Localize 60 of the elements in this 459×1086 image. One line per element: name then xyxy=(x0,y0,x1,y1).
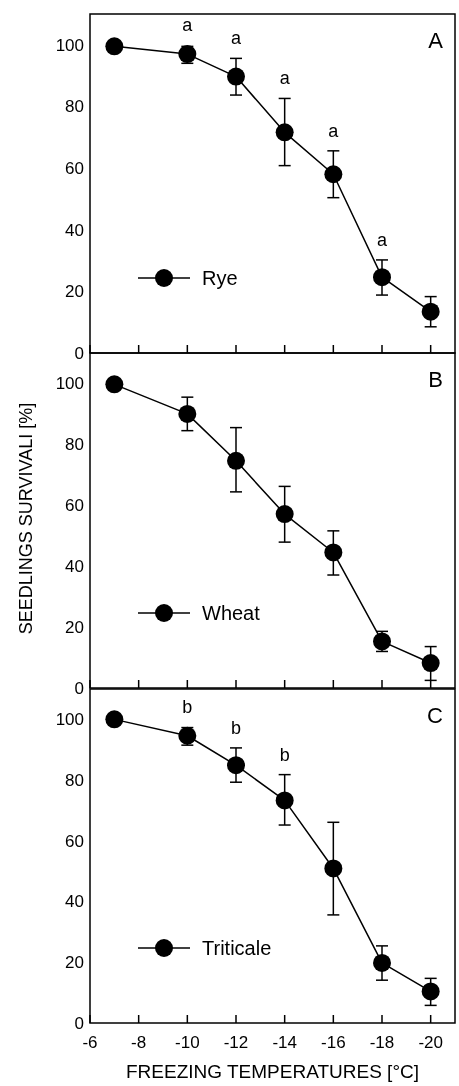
y-tick-label: 0 xyxy=(74,343,84,363)
x-tick-label: -20 xyxy=(418,1033,443,1052)
y-tick-label: 40 xyxy=(65,220,84,240)
point xyxy=(275,505,294,524)
y-tick-label: 60 xyxy=(65,831,84,851)
y-axis-title: SEEDLINGS SURVIVALI [%] xyxy=(16,402,36,635)
y-tick-label: 40 xyxy=(65,557,84,577)
y-tick-label: 0 xyxy=(74,1013,84,1033)
annotation: a xyxy=(182,15,194,36)
y-tick-label: 100 xyxy=(55,710,84,730)
y-tick-label: 60 xyxy=(65,496,84,516)
x-tick-label: -10 xyxy=(175,1033,200,1052)
point xyxy=(105,710,124,729)
point xyxy=(421,982,440,1001)
point xyxy=(227,67,245,86)
x-tick-label: -6 xyxy=(82,1033,98,1052)
annotation: a xyxy=(230,28,242,49)
point xyxy=(275,791,294,810)
x-tick-label: -16 xyxy=(321,1033,346,1052)
point xyxy=(421,654,440,673)
point xyxy=(178,404,197,423)
y-tick-label: 20 xyxy=(65,282,84,302)
point xyxy=(105,37,124,56)
annotation: A xyxy=(428,28,444,53)
point xyxy=(324,859,343,878)
y-tick-label: 0 xyxy=(74,678,84,698)
annotation: a xyxy=(376,229,388,250)
y-tick-label: 80 xyxy=(65,435,84,455)
x-tick-label: -12 xyxy=(223,1033,249,1052)
point xyxy=(373,268,391,287)
annotation: b xyxy=(182,696,193,717)
point xyxy=(105,375,124,394)
legend-label: Triticale xyxy=(202,937,272,959)
x-tick-label: -18 xyxy=(369,1033,395,1052)
point xyxy=(421,302,440,321)
point xyxy=(324,165,343,184)
y-tick-label: 80 xyxy=(65,97,84,117)
point xyxy=(373,953,391,972)
annotation: B xyxy=(428,367,443,392)
x-tick-label: -8 xyxy=(131,1033,147,1052)
annotation: a xyxy=(279,68,291,89)
annotation: a xyxy=(328,120,340,141)
annotation: C xyxy=(427,703,444,728)
y-tick-label: 20 xyxy=(65,618,84,638)
annotation: b xyxy=(230,717,242,738)
y-tick-label: 100 xyxy=(55,35,84,55)
x-axis-title: FREEZING TEMPERATURES [°C] xyxy=(126,1061,419,1082)
point xyxy=(275,123,294,142)
legend-label: Wheat xyxy=(202,602,261,624)
x-tick-label: -14 xyxy=(272,1033,297,1052)
y-tick-label: 60 xyxy=(65,159,84,179)
point xyxy=(227,451,245,470)
point xyxy=(324,543,343,562)
annotation: b xyxy=(279,744,290,765)
point xyxy=(227,756,245,775)
legend-label: Rye xyxy=(202,267,238,289)
y-tick-label: 20 xyxy=(65,953,84,973)
y-tick-label: 100 xyxy=(55,374,84,394)
y-tick-label: 80 xyxy=(65,771,84,791)
y-tick-label: 40 xyxy=(65,892,84,912)
